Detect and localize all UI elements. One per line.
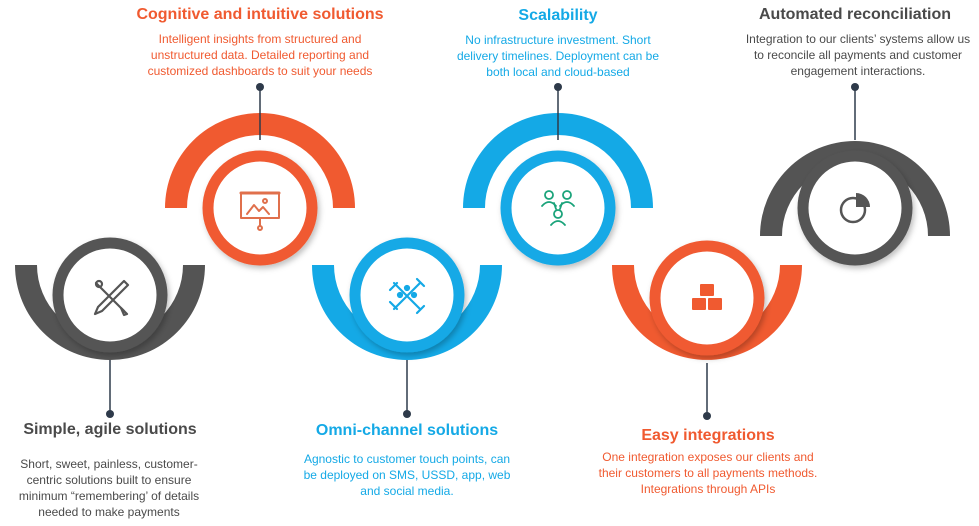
design-tools-icon [93, 279, 130, 317]
users-network-icon [541, 190, 575, 226]
step-scalability-description: No infrastructure investment. Short deli… [456, 33, 660, 79]
step-simple-description: Short, sweet, painless, customer-centric… [18, 457, 200, 519]
step-integrations-description: One integration exposes our clients and … [598, 450, 818, 496]
step-cognitive-description: Intelligent insights from structured and… [147, 32, 373, 78]
step-integrations-title: Easy integrations [641, 427, 775, 444]
step-scalability-shape [463, 113, 653, 266]
step-omni-shape [312, 237, 502, 360]
step-reconciliation-shape [760, 141, 950, 266]
presentation-board-icon [239, 191, 281, 231]
step-reconciliation-title: Automated reconciliation [758, 6, 952, 23]
step-scalability-title: Scalability [518, 7, 598, 24]
connected-nodes-icon [388, 277, 426, 315]
step-simple-title: Simple, agile solutions [23, 421, 197, 438]
stacked-boxes-icon [692, 284, 722, 310]
step-cognitive-title: Cognitive and intuitive solutions [136, 6, 384, 23]
step-omni-description: Agnostic to customer touch points, can b… [303, 452, 511, 498]
pie-chart-icon [839, 193, 870, 224]
step-reconciliation-description: Integration to our clients’ systems allo… [745, 32, 971, 78]
step-omni-title: Omni-channel solutions [315, 422, 499, 439]
step-cognitive-shape [165, 113, 355, 266]
step-integrations-shape [612, 240, 802, 360]
step-simple-shape [15, 237, 205, 360]
